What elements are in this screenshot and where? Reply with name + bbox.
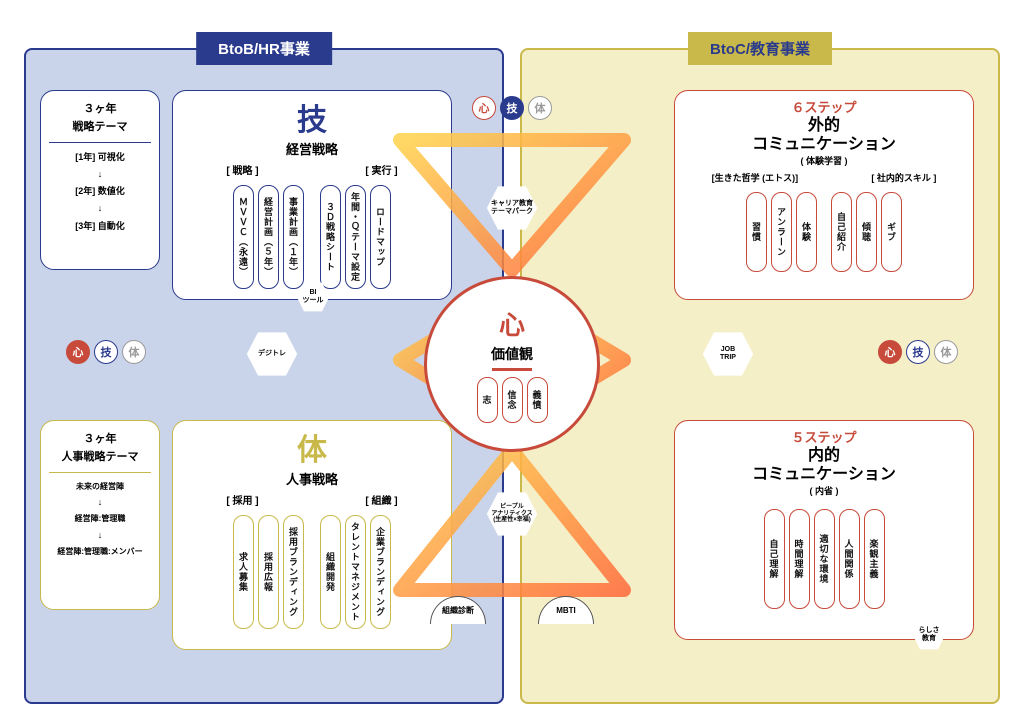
center-top-badges: 心 技 体 [472, 96, 552, 120]
theme-top-items: [1年] 可視化 ↓ [2年] 数値化 ↓ [3年] 自動化 [47, 149, 153, 234]
rashisa-hex: らしさ 教育 [911, 619, 947, 651]
theme-bottom-items: 未来の経営陣 ↓ 経営陣:管理職 ↓ 経営陣:管理職:メンバー [47, 479, 153, 559]
center-circle: 心 価値観 志 信念 義憤 [424, 276, 600, 452]
theme-heading: ３ヶ年 戦略テーマ [47, 101, 153, 136]
external-comm-box: ６ステップ 外的 コミュニケーション ( 体験学習 ) [生きた哲学 (エトス)… [674, 90, 974, 300]
btob-title: BtoB/HR事業 [196, 32, 332, 65]
hr-theme-box: ３ヶ年 人事戦略テーマ 未来の経営陣 ↓ 経営陣:管理職 ↓ 経営陣:管理職:メ… [40, 420, 160, 610]
strategy-theme-box: ３ヶ年 戦略テーマ [1年] 可視化 ↓ [2年] 数値化 ↓ [3年] 自動化 [40, 90, 160, 270]
internal-comm-box: ５ステップ 内的 コミュニケーション ( 内省 ) 自己理解 時間理解 適切な環… [674, 420, 974, 640]
btoc-title: BtoC/教育事業 [688, 32, 832, 65]
right-badges: 心 技 体 [878, 340, 958, 364]
left-badges: 心 技 体 [66, 340, 146, 364]
